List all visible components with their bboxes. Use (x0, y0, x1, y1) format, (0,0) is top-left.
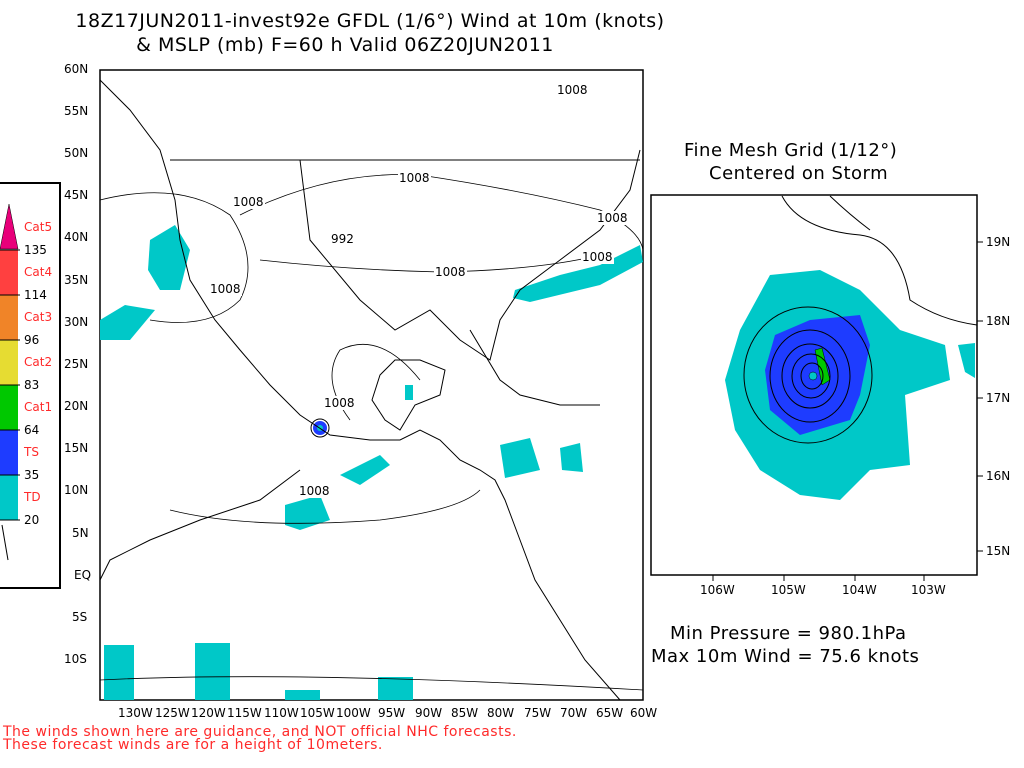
chart-title-line1: 18Z17JUN2011-invest92e GFDL (1/6°) Wind … (75, 10, 665, 32)
chart-title-line2: & MSLP (mb) F=60 h Valid 06Z20JUN2011 (136, 34, 554, 56)
lon-tick: 85W (451, 706, 479, 720)
fm-lat-tick: 17N (986, 391, 1011, 405)
legend-cat3: Cat3 (24, 310, 53, 324)
lon-tick: 105W (300, 706, 335, 720)
isobar-label: 1008 (298, 484, 331, 498)
lat-tick: 60N (64, 62, 89, 76)
main-map (99, 69, 644, 701)
lat-tick: 20N (64, 399, 89, 413)
legend-td: TD (24, 490, 41, 504)
legend-cat1: Cat1 (24, 400, 53, 414)
lat-tick: 25N (64, 357, 89, 371)
lat-tick: 35N (64, 273, 89, 287)
lon-tick: 110W (264, 706, 299, 720)
isobar-label: 1008 (232, 195, 265, 209)
legend-135: 135 (24, 243, 47, 257)
legend-96: 96 (24, 333, 40, 347)
lat-tick: EQ (74, 568, 92, 582)
lon-tick: 90W (415, 706, 443, 720)
fm-lon-tick: 103W (911, 583, 946, 597)
isobar-label: 1008 (581, 250, 614, 264)
lat-tick: 10N (64, 483, 89, 497)
legend-35: 35 (24, 468, 40, 482)
fm-lat-tick: 16N (986, 469, 1011, 483)
legend-64: 64 (24, 423, 40, 437)
legend-20: 20 (24, 513, 40, 527)
legend-83: 83 (24, 378, 40, 392)
legend-cat2: Cat2 (24, 355, 53, 369)
lon-tick: 115W (227, 706, 262, 720)
min-pressure: Min Pressure = 980.1hPa (670, 623, 907, 644)
lon-tick: 70W (560, 706, 588, 720)
legend-cat4: Cat4 (24, 265, 53, 279)
lat-tick: 10S (64, 652, 87, 666)
lon-tick: 130W (118, 706, 153, 720)
fm-lat-tick: 19N (986, 235, 1011, 249)
lat-tick: 40N (64, 230, 89, 244)
isobar-label: 1008 (209, 282, 242, 296)
lat-tick: 30N (64, 315, 89, 329)
lat-tick: 45N (64, 188, 89, 202)
lat-tick: 5S (72, 610, 88, 624)
fine-mesh-subtitle: Centered on Storm (709, 163, 889, 184)
lon-tick: 100W (336, 706, 371, 720)
lon-tick: 75W (524, 706, 552, 720)
isobar-label: 1008 (323, 396, 356, 410)
lon-tick: 60W (630, 706, 658, 720)
legend-cat5: Cat5 (24, 220, 53, 234)
legend-graphic (0, 182, 61, 589)
max-wind: Max 10m Wind = 75.6 knots (651, 646, 920, 667)
fm-lon-tick: 106W (700, 583, 735, 597)
fine-mesh-title: Fine Mesh Grid (1/12°) (684, 140, 898, 161)
legend-ts: TS (24, 445, 39, 459)
isobar-label: 1008 (398, 171, 431, 185)
fm-lon-tick: 104W (842, 583, 877, 597)
lon-tick: 80W (487, 706, 515, 720)
isobar-label: 1008 (556, 83, 589, 97)
lon-tick: 95W (378, 706, 406, 720)
lat-tick: 50N (64, 146, 89, 160)
lon-tick: 65W (596, 706, 624, 720)
fm-lon-tick: 105W (771, 583, 806, 597)
legend-114: 114 (24, 288, 47, 302)
lat-tick: 55N (64, 104, 89, 118)
lon-tick: 120W (191, 706, 226, 720)
lon-tick: 125W (155, 706, 190, 720)
disclaimer-line1: The winds shown here are guidance, and N… (3, 724, 517, 740)
fm-lat-tick: 15N (986, 544, 1011, 558)
disclaimer-line2: These forecast winds are for a height of… (3, 737, 383, 753)
lat-tick: 15N (64, 441, 89, 455)
isobar-label: 992 (330, 232, 355, 246)
lat-tick: 5N (72, 526, 89, 540)
fine-mesh-map (650, 194, 983, 581)
isobar-label: 1008 (596, 211, 629, 225)
fm-lat-tick: 18N (986, 314, 1011, 328)
isobar-label: 1008 (434, 265, 467, 279)
